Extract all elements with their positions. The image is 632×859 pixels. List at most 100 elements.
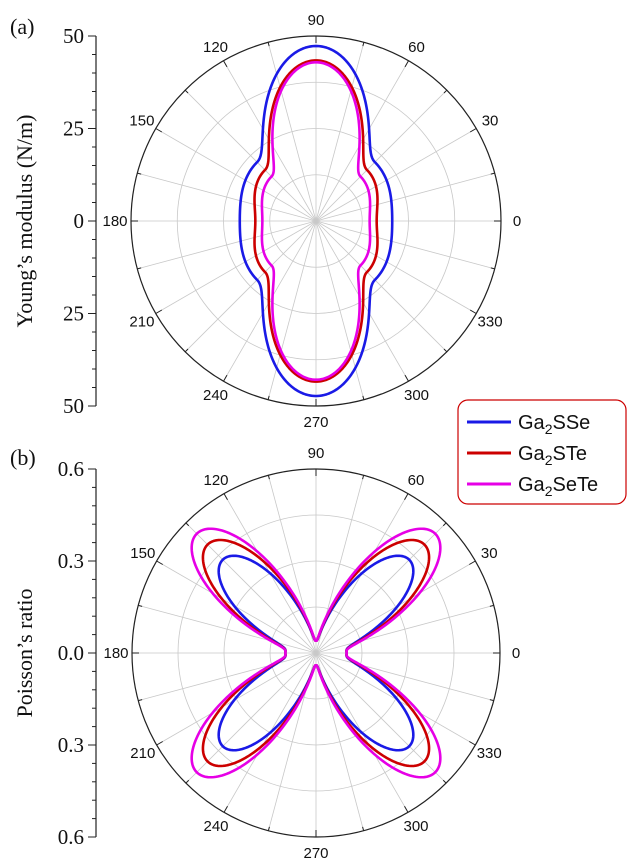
rim-tick [362,475,365,480]
angle-tick-label: 270 [303,845,328,859]
angle-tick-label: 300 [403,818,428,835]
y-axis-title: Poisson’s ratio [12,589,37,718]
legend-entry-rest: SSe [552,412,590,434]
angle-tick-label: 240 [203,818,228,835]
legend-entry-subscript: 2 [545,421,553,437]
y-tick-label: 0.6 [58,457,84,481]
rim-tick [223,493,228,500]
rim-tick [443,348,448,353]
legend-entry-label: Ga2STe [518,443,587,468]
angle-tick-label: 0 [512,645,520,662]
legend-entry-base: Ga [518,443,546,465]
grid-spoke [315,89,448,222]
grid-spoke [155,220,317,314]
rim-tick [442,779,447,784]
grid-spoke [184,89,317,222]
grid-spoke [138,652,317,702]
angle-tick-label: 90 [308,445,325,462]
rim-tick [443,89,448,94]
rim-tick [185,522,190,527]
rim-tick [362,42,365,47]
grid-spoke [184,220,317,353]
angle-tick-label: 180 [102,213,127,230]
rim-tick [267,395,270,400]
rim-tick [267,826,270,831]
rim-tick [137,172,142,175]
rim-tick [155,309,163,314]
grid-spoke [185,652,317,784]
panel-b: 0 30 60 90 120 150 180 210 240 270 300 330 0.6 0.3 0.0… [10,445,520,859]
angle-tick-label: 210 [129,314,154,331]
rim-tick [137,267,142,270]
grid-spoke [155,128,317,222]
grid-spoke [315,128,477,222]
angle-tick-label: 0 [513,213,521,230]
angle-tick-label: 240 [203,387,228,404]
panel-label: (a) [10,14,34,39]
angle-tick-label: 210 [130,745,155,762]
grid-spoke [315,220,495,270]
rim-tick [404,374,409,382]
rim-tick [185,779,190,784]
angle-tick-label: 270 [303,414,328,431]
grid-spoke [315,652,447,784]
rim-tick [469,309,477,314]
rim-tick [404,493,409,500]
y-tick-label: 0.6 [58,825,84,849]
panel-a: 0 30 60 90 120 150 180 210 240 270 300 330 50 25 0 25 50… [10,12,521,431]
grid-spoke [315,220,448,353]
legend-entry-subscript: 2 [545,483,553,499]
y-tick-label: 50 [63,394,84,418]
rim-tick [138,699,143,702]
grid-spoke [315,604,494,654]
rim-tick [156,741,163,746]
rim-tick [138,604,143,607]
rim-tick [223,806,228,813]
rim-tick [223,60,228,68]
angle-tick-label: 120 [203,39,228,56]
rim-tick [490,267,495,270]
legend-entry-rest: STe [552,443,586,465]
rim-tick [469,560,476,565]
angle-tick-label: 300 [404,387,429,404]
grid-spoke [137,172,317,222]
rim-tick [404,806,409,813]
y-tick-label: 0.3 [58,549,84,573]
series-line-ga2sse [238,44,394,398]
y-axis-title: Young’s modulus (N/m) [12,115,37,328]
angle-tick-label: 180 [103,645,128,662]
rim-tick [489,604,494,607]
grid-spoke [315,652,494,702]
rim-tick [155,128,163,133]
angle-tick-label: 150 [129,113,154,130]
series-line-ga2sete [260,60,372,382]
legend-entry-label: Ga2SSe [518,412,590,437]
y-tick-label: 25 [63,302,84,326]
angle-tick-label: 150 [130,545,155,562]
rim-tick [362,395,365,400]
angle-tick-label: 30 [482,113,499,130]
y-tick-label: 0 [74,209,85,233]
angle-tick-label: 330 [477,745,502,762]
angle-tick-label: 90 [308,12,325,29]
rim-tick [184,89,189,94]
grid-spoke [315,172,495,222]
rim-tick [469,128,477,133]
grid-spoke [315,220,477,314]
legend-entry-rest: SeTe [552,474,598,496]
grid-spoke [267,220,317,400]
legend-entry-subscript: 2 [545,452,553,468]
legend-entry-base: Ga [518,412,546,434]
grid-spoke [267,42,317,222]
rim-tick [489,699,494,702]
rim-tick [469,741,476,746]
angle-tick-label: 60 [408,39,425,56]
rim-tick [184,348,189,353]
panel-label: (b) [10,445,36,470]
rim-tick [267,475,270,480]
angle-tick-label: 120 [203,472,228,489]
series-line-ga2ste [253,59,379,383]
rim-tick [156,560,163,565]
